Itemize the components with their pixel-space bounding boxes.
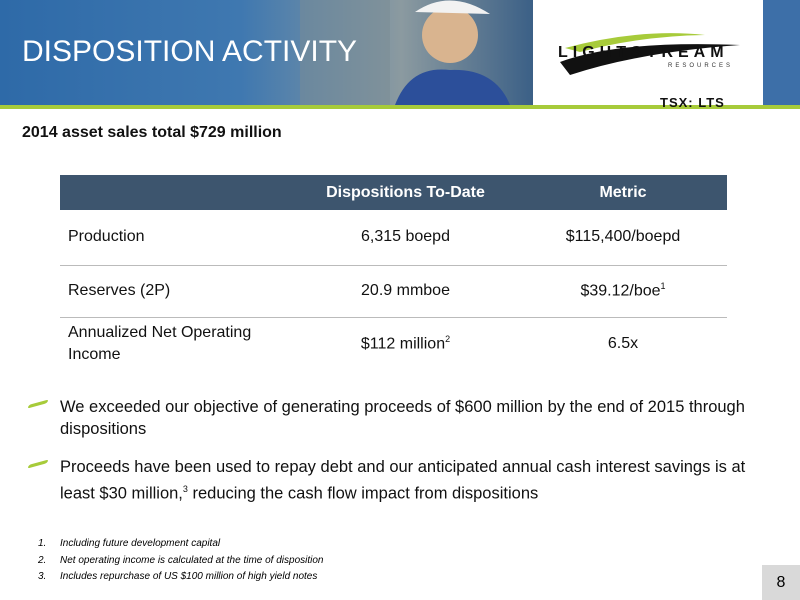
cell: $115,400/boepd [519,210,727,265]
subtitle: 2014 asset sales total $729 million [22,124,282,141]
logo-name: LIGHTSTREAM [558,44,729,61]
row-label: Annualized Net Operating Income [68,323,252,363]
row-label: Production [68,228,145,246]
cell: $39.12/boe1 [519,265,727,317]
footnote-number: 2. [38,554,47,566]
row-label: Reserves (2P) [68,282,171,299]
bullet-icon [27,459,49,469]
footnote-ref: 2 [445,334,451,345]
footnote-ref: 1 [660,281,666,292]
table-row: Production 6,315 boepd $115,400/boepd [60,210,727,265]
page-number: 8 [762,565,800,600]
footnote-text: Net operating income is calculated at th… [60,554,324,566]
footnote-text: Including future development capital [60,538,221,549]
data-table: Dispositions To-Date Metric Production 6,… [60,175,727,370]
cell: 20.9 mmboe [292,265,519,317]
cell-text: 6.5x [607,334,639,352]
footnote-ref: 3 [182,484,188,494]
cell-text: $115,400/boepd [565,228,681,246]
footnote-text: Includes repurchase of US $100 million o… [60,571,318,582]
header-cell: Dispositions To-Date [326,183,485,201]
cell-text: 6,315 boepd [361,228,450,246]
bullet-text: Proceeds have been used to repay debt an… [60,458,746,503]
bullet: Proceeds have been used to repay debt an… [60,456,770,505]
header-cell: Metric [599,183,647,201]
cell: 6.5x [519,317,727,370]
bullet-text: reducing the cash flow impact from dispo… [187,484,539,503]
cell-text: $39.12/boe [580,282,661,300]
slide-title: DISPOSITION ACTIVITY [22,35,358,68]
logo-sub: RESOURCES [668,63,734,69]
cell: 6,315 boepd [292,210,519,265]
bullet: We exceeded our objective of generating … [60,396,770,440]
header-cell [60,175,292,210]
ticker: TSX: LTS [660,95,725,110]
table-row: Reserves (2P) 20.9 mmboe $39.12/boe1 [60,265,727,317]
cell-text: 20.9 mmboe [361,282,450,299]
bullet-icon [27,399,49,409]
table-header: Dispositions To-Date Metric [60,175,727,210]
cell: $112 million2 [292,317,519,370]
table-row: Annualized Net Operating Income $112 mill… [60,317,727,370]
footnote-number: 3. [38,571,47,582]
header-art [0,0,800,109]
footnote-number: 1. [38,538,47,549]
bullet-text: We exceeded our objective of generating … [60,398,745,438]
cell-text: $112 million [360,335,446,353]
